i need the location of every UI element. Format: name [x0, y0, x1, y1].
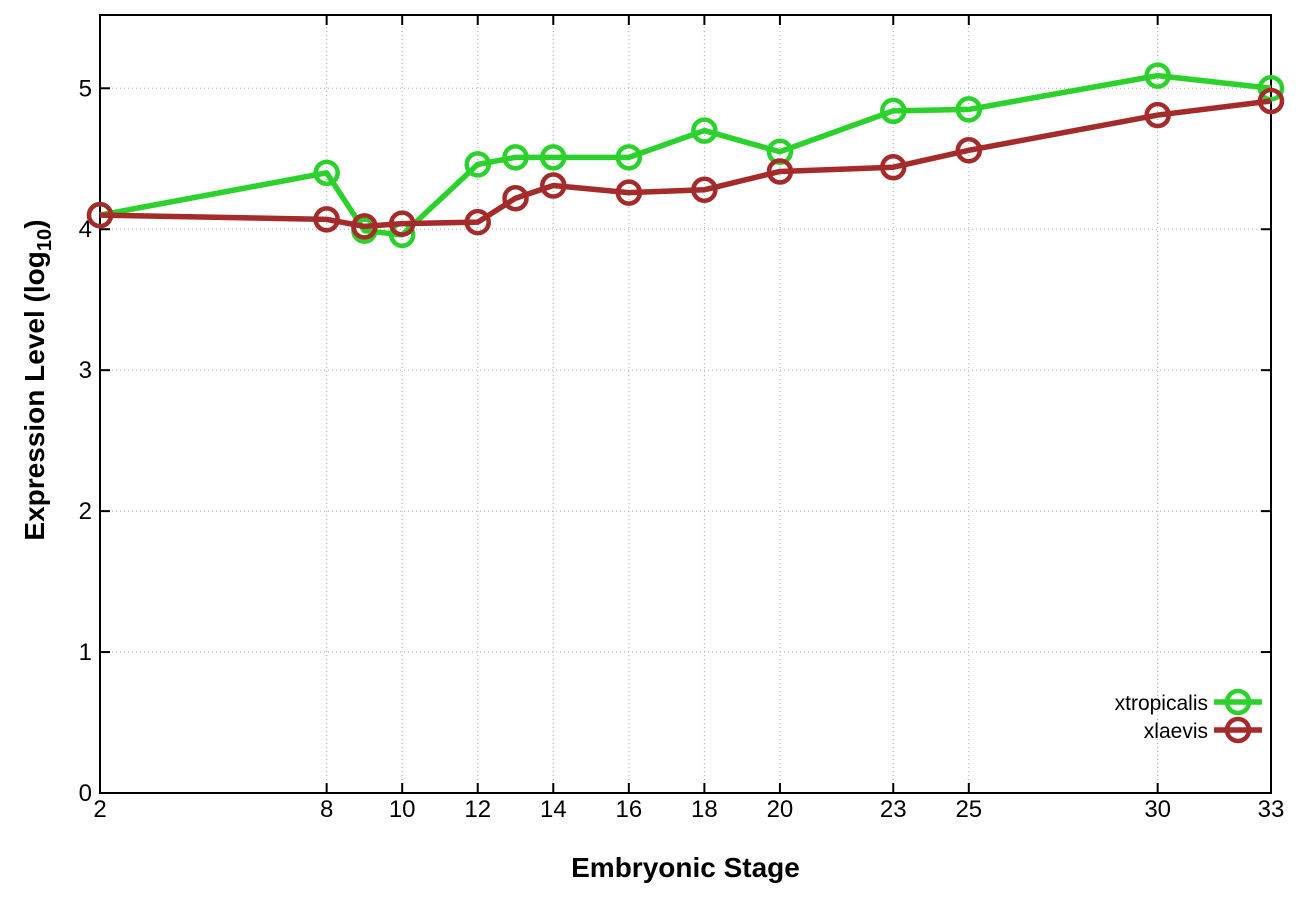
y-axis-title-main: Expression Level (log	[19, 251, 51, 541]
data-point-xlaevis	[540, 172, 567, 199]
legend-label-xlaevis: xlaevis	[1144, 720, 1208, 743]
data-point-xlaevis	[955, 137, 983, 164]
y-axis-title: Expression Level (log10)	[19, 219, 57, 540]
data-point-xtropicalis	[955, 96, 983, 123]
data-point-xlaevis	[691, 176, 718, 204]
data-point-xtropicalis	[691, 117, 718, 144]
data-point-xlaevis	[313, 206, 340, 233]
data-point-xtropicalis	[766, 138, 794, 165]
data-point-xtropicalis	[1144, 62, 1171, 89]
data-point-xtropicalis	[615, 144, 643, 171]
x-tick-label: 10	[389, 796, 416, 823]
legend-marker-xlaevis	[1224, 716, 1252, 744]
x-tick-label: 18	[691, 796, 718, 823]
y-tick-label: 0	[79, 780, 92, 807]
data-point-xlaevis	[766, 158, 794, 185]
x-tick-label: 12	[464, 796, 491, 823]
y-tick-label: 4	[79, 216, 92, 243]
series-line-xlaevis	[99, 98, 1272, 230]
data-point-xlaevis	[86, 201, 114, 229]
data-point-xtropicalis	[1257, 75, 1285, 102]
series-line-xtropicalis	[99, 72, 1272, 238]
x-tick-label: 33	[1258, 796, 1285, 823]
x-tick-label: 16	[615, 796, 642, 823]
data-point-xlaevis	[502, 184, 529, 212]
data-point-xlaevis	[351, 213, 378, 240]
data-point-xlaevis	[1257, 87, 1285, 115]
y-tick-label: 2	[79, 498, 92, 525]
x-tick-label: 23	[880, 796, 907, 823]
data-point-xlaevis	[464, 208, 491, 236]
x-axis-title: Embryonic Stage	[571, 852, 800, 883]
x-tick-label: 25	[955, 796, 982, 823]
data-point-xlaevis	[388, 210, 416, 237]
y-tick-label: 1	[79, 639, 92, 666]
data-point-xtropicalis	[880, 97, 907, 125]
plot-border	[99, 14, 1272, 794]
y-axis-title-close-paren: )	[19, 219, 51, 229]
data-point-xlaevis	[880, 153, 907, 181]
data-point-xlaevis	[1144, 101, 1171, 129]
legend-label-xtropicalis: xtropicalis	[1115, 692, 1208, 715]
data-point-xtropicalis	[313, 159, 340, 187]
data-point-xtropicalis	[464, 151, 491, 178]
x-tick-label: 2	[93, 796, 106, 823]
data-point-xlaevis	[615, 179, 643, 206]
legend-marker-xtropicalis	[1224, 688, 1252, 716]
y-tick-label: 5	[79, 75, 92, 102]
x-tick-label: 8	[320, 796, 333, 823]
x-tick-label: 20	[767, 796, 794, 823]
x-tick-label: 14	[540, 796, 567, 823]
y-tick-label: 3	[79, 357, 92, 384]
x-tick-label: 30	[1144, 796, 1171, 823]
data-point-xtropicalis	[540, 144, 567, 171]
y-axis-title-subscript: 10	[33, 228, 56, 252]
data-point-xtropicalis	[502, 144, 529, 171]
